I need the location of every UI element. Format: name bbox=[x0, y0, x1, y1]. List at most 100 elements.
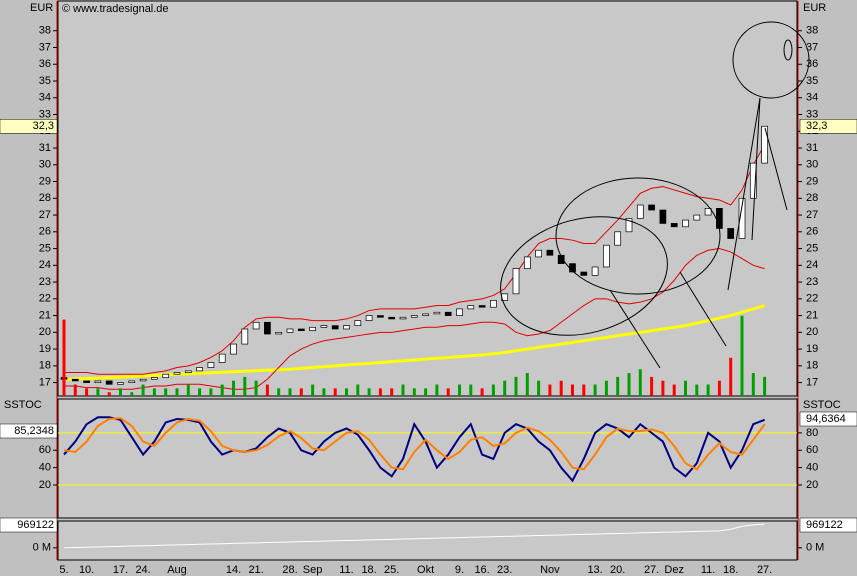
volume-bar bbox=[717, 380, 721, 396]
candle bbox=[535, 249, 542, 258]
x-tick-label: 25. bbox=[384, 564, 399, 576]
y-tick-label: 19 bbox=[39, 343, 51, 355]
candle bbox=[467, 305, 475, 310]
last-value-box bbox=[799, 517, 857, 533]
y-tick-label: 80 bbox=[806, 427, 818, 439]
y-tick-label: 37 bbox=[806, 41, 818, 53]
y-tick-label: 29 bbox=[39, 175, 51, 187]
candle bbox=[377, 315, 384, 318]
annotation-line bbox=[609, 289, 661, 369]
candle bbox=[433, 311, 441, 315]
volume-bar bbox=[706, 384, 710, 396]
x-tick-label: 11. bbox=[701, 564, 715, 576]
x-tick-label: 23. bbox=[497, 564, 512, 576]
candle bbox=[704, 208, 712, 216]
y-tick-label: 20 bbox=[806, 326, 818, 338]
y-tick-label: 21 bbox=[39, 309, 51, 321]
volume-bar bbox=[571, 384, 574, 396]
y-tick-label: 40 bbox=[39, 462, 51, 474]
candle bbox=[184, 370, 192, 373]
candle bbox=[490, 300, 497, 308]
annotation-ellipse bbox=[783, 39, 793, 61]
cumulative-line bbox=[63, 523, 765, 549]
axis-label: EUR bbox=[803, 2, 826, 14]
candle bbox=[354, 320, 362, 326]
y-tick-label: 25 bbox=[39, 242, 51, 254]
x-tick-label: 9. bbox=[455, 564, 464, 576]
y-tick-label: 28 bbox=[39, 192, 51, 204]
last-value-label: 32,3 bbox=[33, 120, 54, 132]
candle bbox=[241, 328, 249, 345]
candle bbox=[693, 214, 701, 221]
x-tick-label: 24. bbox=[135, 564, 150, 576]
volume-bar bbox=[311, 384, 315, 396]
annotation-line bbox=[679, 271, 727, 347]
volume-bar bbox=[73, 384, 77, 396]
volume-bar bbox=[684, 380, 687, 396]
indicator-line bbox=[63, 304, 766, 381]
candle bbox=[309, 326, 316, 332]
candle bbox=[603, 244, 610, 268]
candle bbox=[117, 382, 124, 385]
volume-bar bbox=[424, 388, 428, 396]
y-tick-label: 19 bbox=[806, 343, 818, 355]
volume-bar bbox=[458, 384, 461, 396]
y-tick-label: 33 bbox=[39, 108, 51, 120]
annotations bbox=[500, 21, 810, 369]
last-value-label: 32,3 bbox=[806, 120, 827, 132]
candle bbox=[105, 380, 113, 385]
candle bbox=[456, 308, 463, 316]
candle bbox=[749, 162, 757, 199]
candle bbox=[512, 268, 520, 295]
candle bbox=[230, 343, 237, 355]
volume-bar bbox=[333, 388, 337, 396]
y-tick-label: 0 M bbox=[806, 542, 824, 554]
stoch-panel bbox=[57, 398, 798, 519]
candle bbox=[297, 328, 305, 332]
y-tick-label: 22 bbox=[806, 293, 818, 305]
volume-bar bbox=[559, 380, 563, 396]
y-tick-label: 40 bbox=[806, 462, 818, 474]
x-tick-label: Okt bbox=[417, 564, 434, 576]
y-tick-label: 20 bbox=[39, 479, 51, 491]
volume-bar bbox=[582, 384, 586, 396]
axis-label: SSTOC bbox=[4, 399, 42, 411]
candle bbox=[151, 377, 158, 380]
candle bbox=[591, 266, 599, 276]
candle bbox=[636, 204, 644, 219]
last-value-box bbox=[799, 411, 857, 427]
annotation-line bbox=[764, 127, 788, 211]
price-panel bbox=[57, 0, 798, 397]
candle bbox=[207, 362, 215, 368]
volume-bar bbox=[254, 380, 258, 396]
x-tick-label: 28. bbox=[282, 564, 297, 576]
volume-bar bbox=[638, 369, 642, 396]
candle bbox=[410, 315, 418, 318]
x-tick-label: 18. bbox=[361, 564, 376, 576]
x-tick-label: 13. bbox=[587, 564, 602, 576]
x-tick-label: 20. bbox=[610, 564, 625, 576]
source: © www.tradesignal.de bbox=[62, 3, 169, 15]
volume-bar bbox=[85, 388, 89, 396]
y-tick-label: 60 bbox=[806, 444, 818, 456]
x-tick-label: 10. bbox=[79, 564, 94, 576]
volume-bar bbox=[480, 388, 484, 396]
annotation-ellipse bbox=[500, 216, 668, 336]
annotation-circle bbox=[732, 21, 810, 99]
volume-bar bbox=[604, 380, 608, 396]
x-tick-label: Nov bbox=[540, 564, 560, 576]
y-tick-label: 31 bbox=[806, 142, 818, 154]
last-value-label: 85,2348 bbox=[14, 425, 54, 437]
annotation-line bbox=[751, 97, 761, 241]
volume-bar bbox=[740, 315, 744, 396]
x-tick-label: 14. bbox=[226, 564, 241, 576]
volume-bar bbox=[412, 388, 416, 396]
volume-bar bbox=[616, 376, 620, 396]
candle bbox=[83, 380, 90, 383]
y-tick-label: 35 bbox=[806, 75, 818, 87]
candle bbox=[682, 219, 689, 228]
candle bbox=[173, 372, 181, 375]
volume-bar bbox=[198, 388, 202, 396]
y-tick-label: 26 bbox=[39, 226, 51, 238]
